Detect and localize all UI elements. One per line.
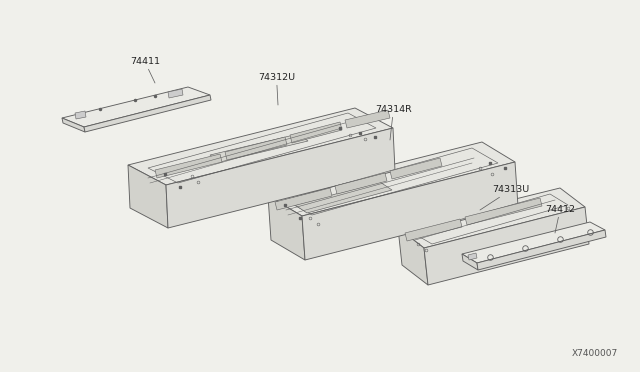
Polygon shape	[468, 253, 477, 260]
Polygon shape	[128, 165, 168, 228]
Text: X7400007: X7400007	[572, 349, 618, 358]
Text: 74313U: 74313U	[480, 186, 529, 210]
Polygon shape	[462, 254, 478, 270]
Polygon shape	[275, 188, 332, 210]
Polygon shape	[302, 162, 518, 260]
Polygon shape	[210, 134, 308, 162]
Polygon shape	[62, 118, 85, 132]
Polygon shape	[155, 154, 222, 178]
Polygon shape	[290, 122, 342, 143]
Polygon shape	[62, 87, 210, 127]
Polygon shape	[462, 222, 605, 263]
Polygon shape	[75, 111, 86, 119]
Text: 74314R: 74314R	[375, 106, 412, 140]
Polygon shape	[84, 95, 211, 132]
Polygon shape	[166, 128, 395, 228]
Text: 74312U: 74312U	[258, 74, 295, 105]
Polygon shape	[168, 89, 183, 98]
Text: 74412: 74412	[545, 205, 575, 233]
Polygon shape	[295, 182, 392, 213]
Polygon shape	[225, 137, 287, 160]
Text: 74411: 74411	[130, 58, 160, 83]
Polygon shape	[405, 219, 462, 241]
Polygon shape	[477, 230, 606, 270]
Polygon shape	[390, 158, 442, 179]
Polygon shape	[398, 188, 585, 248]
Polygon shape	[345, 110, 390, 128]
Polygon shape	[128, 108, 393, 185]
Polygon shape	[424, 207, 589, 285]
Polygon shape	[398, 228, 428, 285]
Polygon shape	[335, 173, 387, 194]
Polygon shape	[268, 196, 305, 260]
Polygon shape	[268, 142, 515, 216]
Polygon shape	[465, 198, 542, 225]
